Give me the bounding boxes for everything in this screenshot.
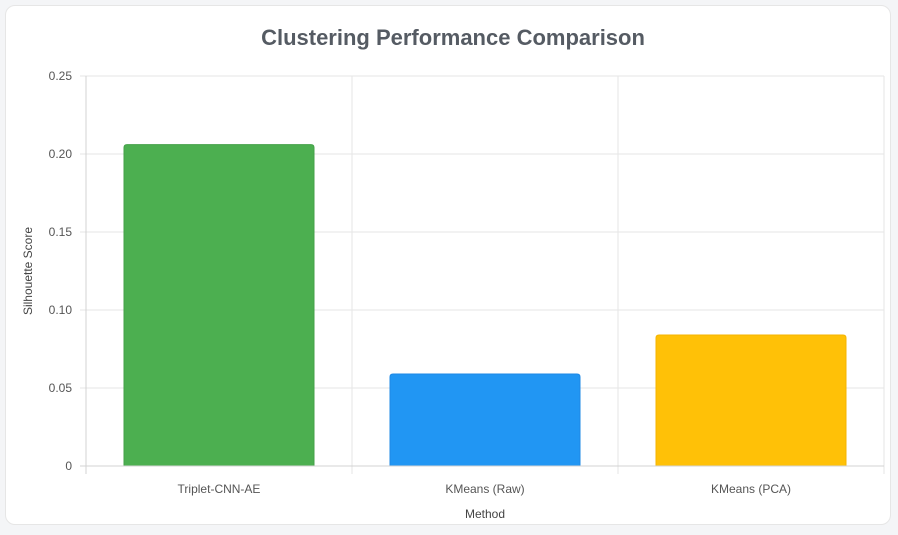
y-tick-label: 0.20 — [49, 147, 73, 161]
y-tick-label: 0 — [65, 459, 72, 473]
bars — [123, 144, 847, 467]
x-tick-label: KMeans (Raw) — [445, 482, 524, 496]
y-tick-label: 0.05 — [49, 381, 73, 395]
y-axis-label: Silhouette Score — [21, 227, 35, 315]
x-axis-label: Method — [465, 507, 505, 521]
y-tick-label: 0.10 — [49, 303, 73, 317]
y-tick-label: 0.25 — [49, 69, 73, 83]
bar-kmeans-pca[interactable] — [655, 334, 847, 467]
bar-triplet-cnn-ae[interactable] — [123, 144, 315, 467]
bar-kmeans-raw[interactable] — [389, 373, 581, 467]
x-tick-label: KMeans (PCA) — [711, 482, 791, 496]
chart-title: Clustering Performance Comparison — [261, 25, 645, 50]
x-tick-label: Triplet-CNN-AE — [178, 482, 261, 496]
axes: 0 0.05 0.10 0.15 0.20 0.25 Triplet-CNN-AE KMean… — [49, 69, 884, 496]
y-tick-label: 0.15 — [49, 225, 73, 239]
